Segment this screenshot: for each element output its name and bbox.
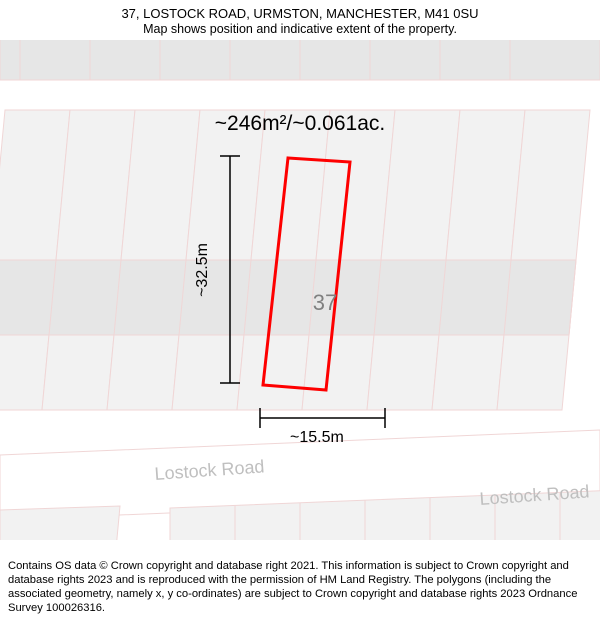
area-label: ~246m²/~0.061ac. [215, 112, 385, 135]
footer: Contains OS data © Crown copyright and d… [0, 553, 600, 625]
page-subtitle: Map shows position and indicative extent… [10, 22, 590, 36]
plot-number-label: 37 [313, 290, 337, 315]
header: 37, LOSTOCK ROAD, URMSTON, MANCHESTER, M… [0, 0, 600, 38]
height-dimension-label: ~32.5m [194, 243, 211, 297]
copyright-text: Contains OS data © Crown copyright and d… [8, 559, 592, 615]
width-dimension-label: ~15.5m [290, 429, 344, 446]
map-diagram: 37~246m²/~0.061ac.Lostock RoadLostock Ro… [0, 40, 600, 540]
page: 37, LOSTOCK ROAD, URMSTON, MANCHESTER, M… [0, 0, 600, 625]
page-title: 37, LOSTOCK ROAD, URMSTON, MANCHESTER, M… [10, 6, 590, 21]
map-svg: 37~246m²/~0.061ac.Lostock RoadLostock Ro… [0, 40, 600, 540]
